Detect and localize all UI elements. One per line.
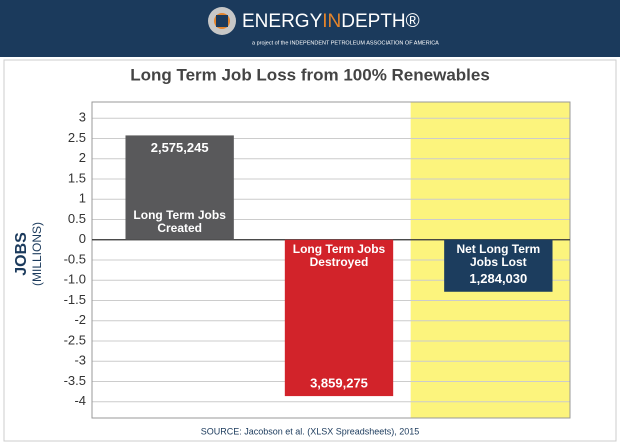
source-note: SOURCE: Jacobson et al. (XLSX Spreadshee… bbox=[201, 426, 420, 436]
chart-title: Long Term Job Loss from 100% Renewables bbox=[130, 65, 490, 84]
y-tick-label: 1 bbox=[79, 191, 86, 206]
bar bbox=[125, 135, 234, 240]
category-label-box: Long Term Jobs Destroyed bbox=[292, 242, 386, 269]
y-tick-label: 3 bbox=[79, 110, 86, 125]
category-label: Long Term Jobs Destroyed bbox=[292, 242, 386, 269]
y-tick-label: 0 bbox=[79, 231, 86, 246]
plot-border bbox=[91, 101, 571, 419]
category-label: Net Long Term Jobs Lost bbox=[456, 242, 541, 269]
y-tick-label: -3 bbox=[74, 353, 86, 368]
logo-icon bbox=[208, 7, 236, 35]
y-axis-label: JOBS bbox=[13, 232, 30, 276]
bar bbox=[284, 239, 394, 397]
y-tick-label: 1.5 bbox=[68, 170, 86, 185]
y-tick-label: -1.5 bbox=[64, 292, 86, 307]
category-label-box: Long Term Jobs Created bbox=[133, 208, 226, 235]
bar bbox=[444, 239, 553, 292]
y-tick-label: -2 bbox=[74, 312, 86, 327]
logo-part: ENERGY bbox=[242, 11, 323, 32]
y-axis-sublabel: (MILLIONS) bbox=[30, 222, 44, 286]
tagline: a project of the INDEPENDENT PETROLEUM A… bbox=[252, 40, 439, 46]
y-tick-label: 2.5 bbox=[68, 130, 86, 145]
header-band bbox=[0, 0, 620, 57]
logo-text: ENERGYINDEPTH® bbox=[242, 11, 420, 32]
y-tick-label: -2.5 bbox=[64, 332, 86, 347]
value-label: 2,575,245 bbox=[151, 140, 209, 155]
logo-part: DEPTH® bbox=[341, 11, 419, 32]
value-label: 3,859,275 bbox=[310, 376, 368, 391]
y-tick-label: -4 bbox=[74, 393, 86, 408]
y-tick-label: 0.5 bbox=[68, 211, 86, 226]
y-tick-label: -0.5 bbox=[64, 251, 86, 266]
y-tick-label: 2 bbox=[79, 150, 86, 165]
category-label-box: Net Long Term Jobs Lost bbox=[456, 242, 541, 269]
category-label: Long Term Jobs Created bbox=[133, 208, 226, 235]
y-tick-label: -3.5 bbox=[64, 373, 86, 388]
logo-part: IN bbox=[322, 11, 341, 32]
y-tick-label: -1.0 bbox=[64, 272, 86, 287]
value-label: 1,284,030 bbox=[469, 271, 527, 286]
